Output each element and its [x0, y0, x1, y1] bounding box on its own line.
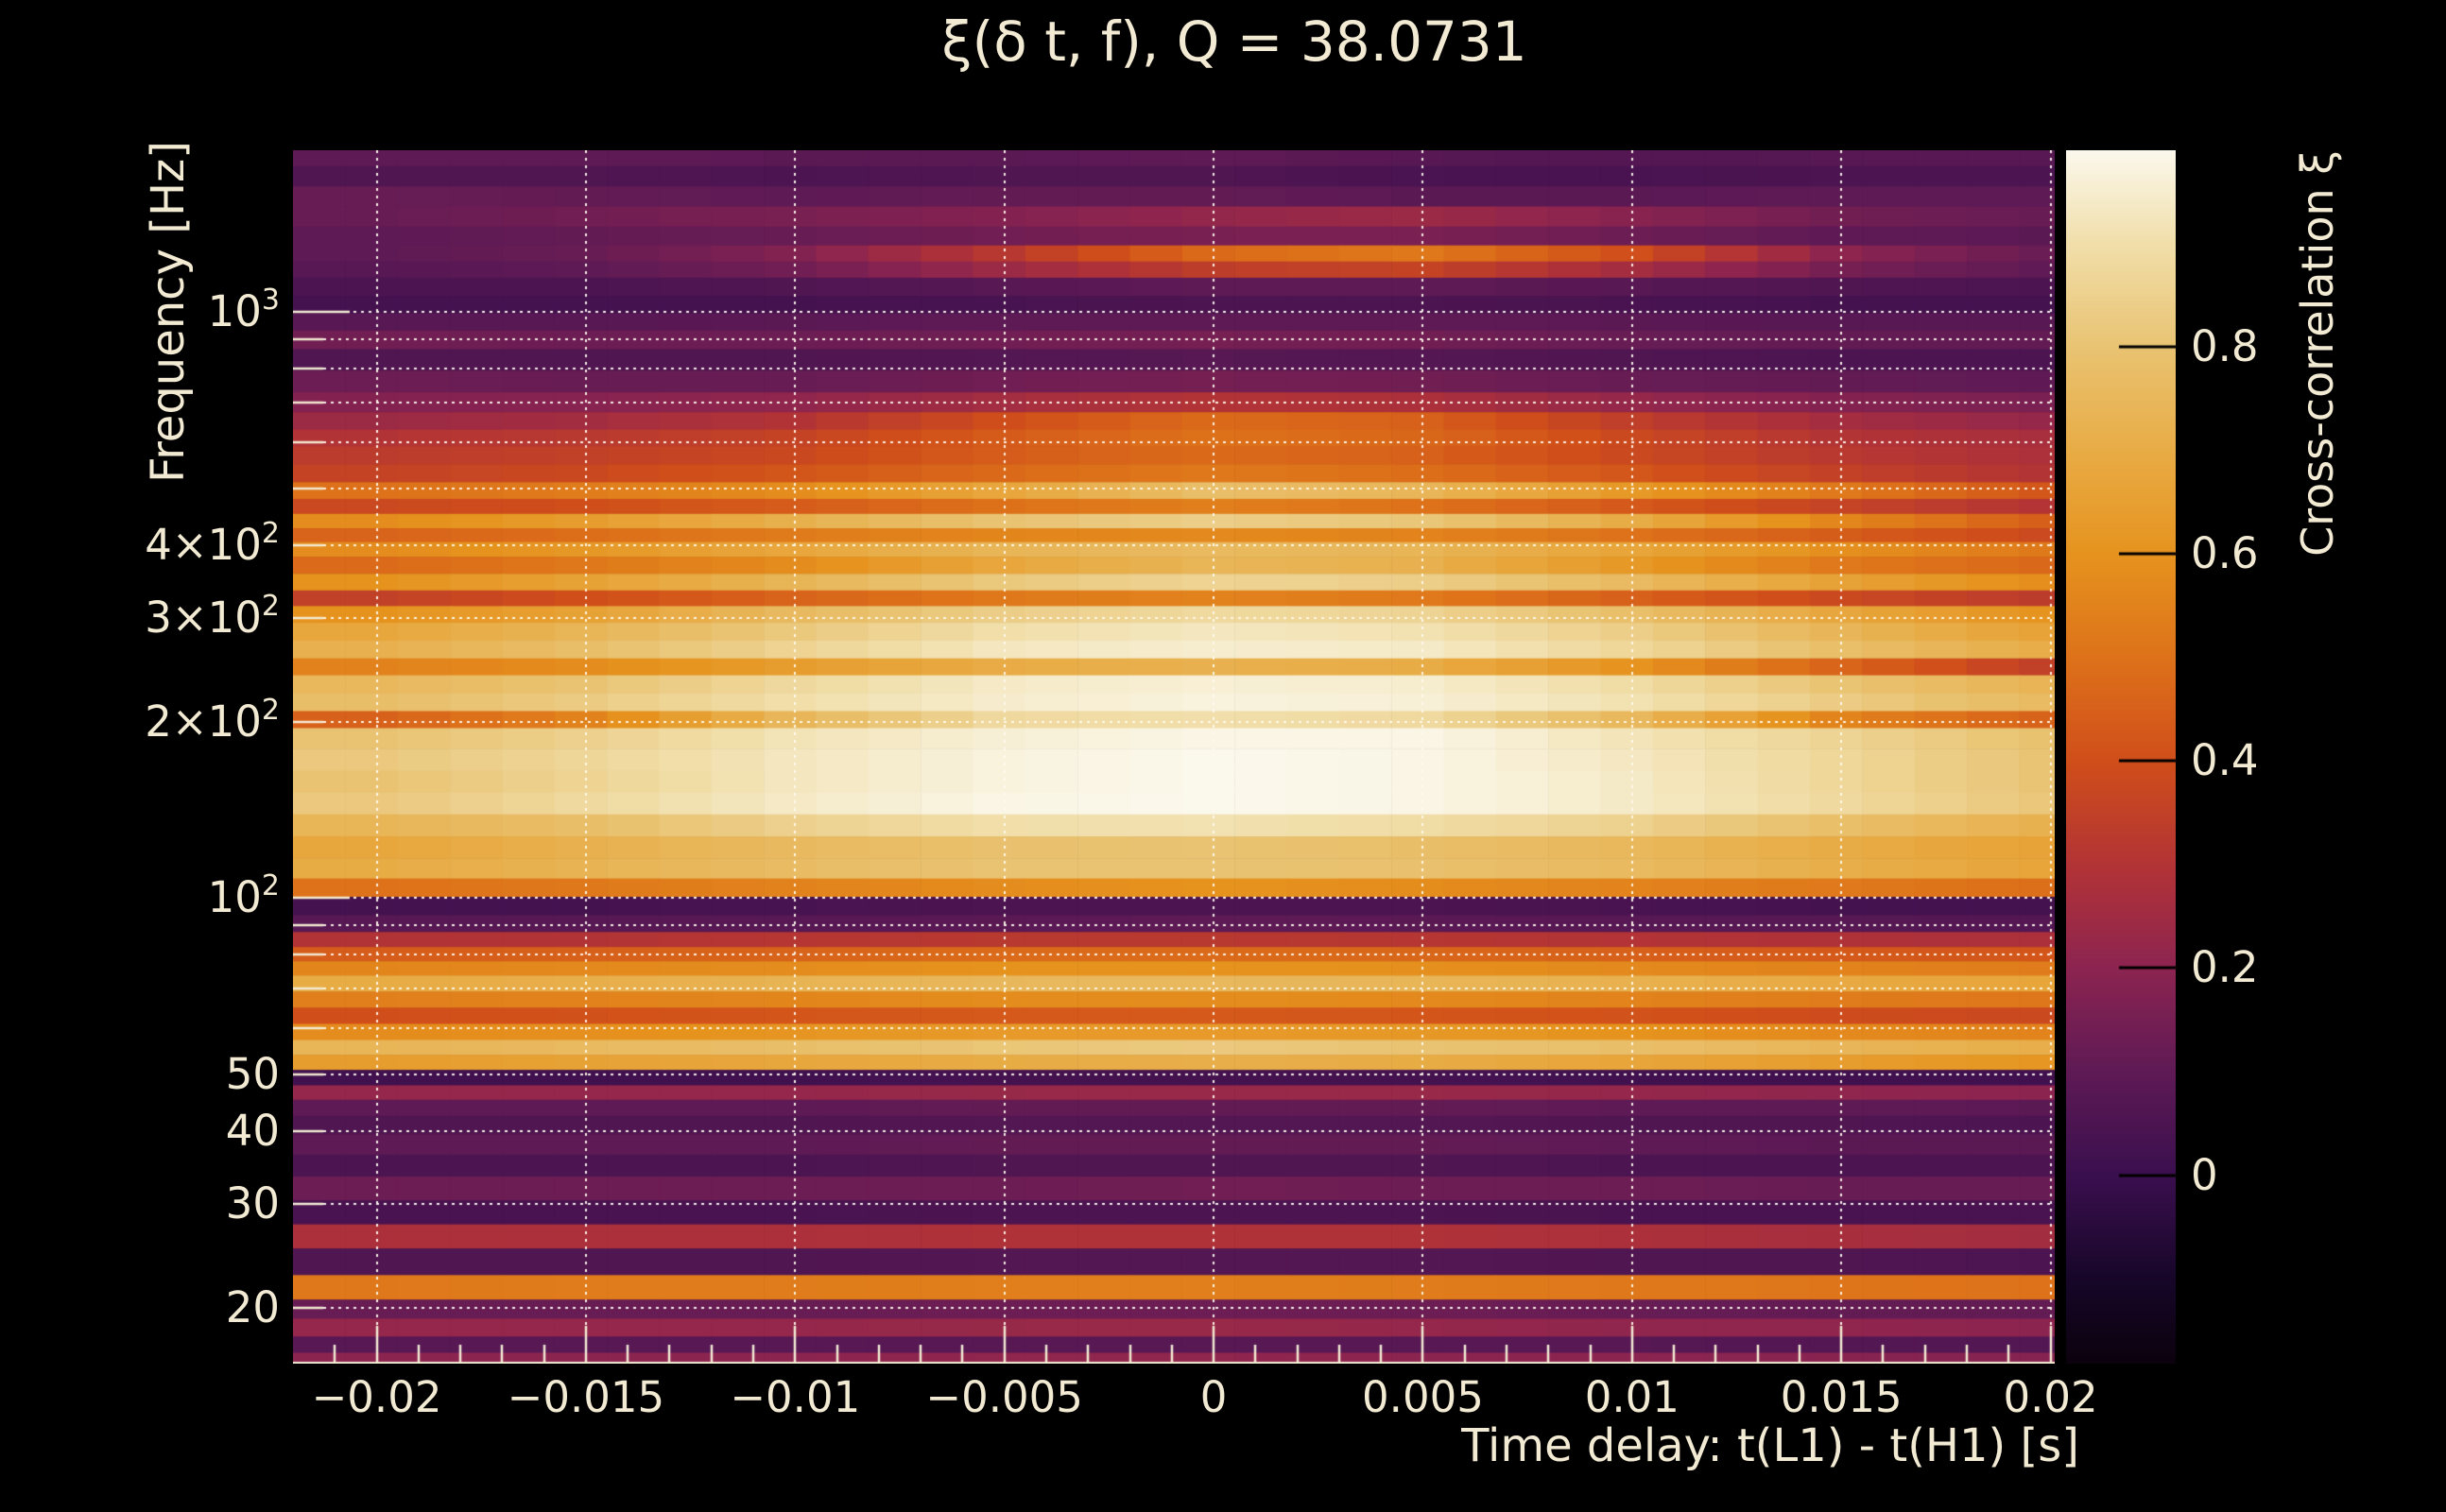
y-tick-label: 40: [225, 1105, 280, 1156]
y-tick-label: 2×102: [145, 693, 280, 747]
x-tick-label: 0.01: [1584, 1372, 1679, 1422]
y-tick-label: 4×102: [145, 516, 280, 570]
y-tick-label: 103: [207, 284, 280, 337]
chart-title: ξ(δ t, f), Q = 38.0731: [941, 9, 1527, 74]
cross-correlation-heatmap: [293, 150, 2055, 1364]
x-tick-label: 0.005: [1362, 1372, 1484, 1422]
colorbar-tick-label: 0: [2191, 1149, 2218, 1200]
colorbar-tick-label: 0.2: [2191, 942, 2259, 993]
colorbar-tick-label: 0.4: [2191, 735, 2259, 786]
x-tick-label: −0.015: [507, 1372, 665, 1422]
x-tick-label: −0.005: [925, 1372, 1083, 1422]
y-tick-label: 20: [225, 1281, 280, 1332]
y-tick-label: 102: [207, 869, 280, 923]
colorbar-tick-label: 0.8: [2191, 321, 2259, 372]
y-tick-label: 30: [225, 1178, 280, 1229]
colorbar: [2066, 150, 2176, 1364]
colorbar-label: Cross-correlation ξ: [2292, 150, 2343, 557]
colorbar-tick-label: 0.6: [2191, 528, 2259, 579]
x-axis-label: Time delay: t(L1) - t(H1) [s]: [1461, 1419, 2079, 1472]
x-tick-label: 0.015: [1780, 1372, 1903, 1422]
x-tick-label: −0.01: [730, 1372, 861, 1422]
y-axis-label: Frequency [Hz]: [142, 141, 195, 483]
x-tick-label: −0.02: [311, 1372, 442, 1422]
y-tick-label: 3×102: [145, 590, 280, 644]
x-tick-label: 0.02: [2003, 1372, 2098, 1422]
x-tick-label: 0: [1199, 1372, 1228, 1422]
y-tick-label: 50: [225, 1048, 280, 1099]
